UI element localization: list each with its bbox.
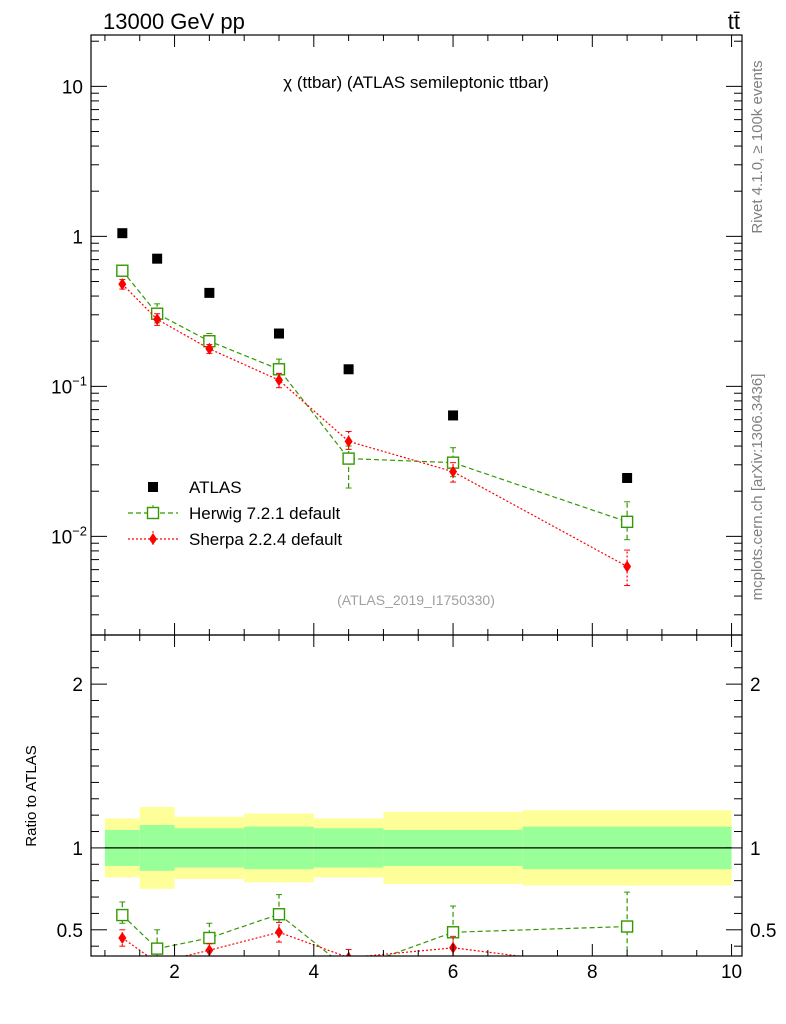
atlas-point	[117, 228, 128, 239]
energy-label: 13000 GeV pp	[103, 9, 245, 34]
ratio-herwig-point	[116, 908, 129, 922]
herwig-point	[342, 452, 355, 465]
sherpa-point	[205, 342, 214, 355]
ratio-sherpa-point	[623, 963, 631, 975]
legend-atlas-marker	[148, 482, 158, 492]
sherpa-point	[344, 435, 353, 448]
atlas-point	[204, 287, 215, 298]
y-tick-label: 1	[72, 839, 83, 860]
sherpa-line	[121, 283, 628, 567]
legend-herwig-label: Herwig 7.2.1 default	[189, 504, 340, 523]
ratio-herwig-point	[343, 964, 354, 975]
y-tick-label: 10−2	[51, 523, 87, 548]
y-tick-label: 10	[62, 77, 83, 98]
y-tick-label: 0.5	[57, 921, 83, 942]
legend-herwig-marker	[146, 506, 160, 520]
sherpa-point	[449, 465, 458, 478]
legend-sherpa-marker	[149, 533, 157, 545]
analysis-id-label: (ATLAS_2019_I1750330)	[337, 592, 495, 608]
ratio-herwig-point	[272, 908, 286, 921]
atlas-point	[343, 364, 354, 375]
y-tick-label: 2	[72, 675, 83, 696]
ratio-plot-frame	[90, 634, 743, 957]
ratio-uncertainty-bands	[104, 806, 732, 889]
y-tick-label: 1	[72, 227, 83, 248]
ratio-herwig-point	[150, 942, 164, 955]
ratio-sherpa-point	[118, 931, 127, 944]
ratio-herwig-point	[203, 931, 216, 945]
x-tick-label: 8	[587, 962, 598, 983]
sherpa-point	[153, 313, 162, 326]
x-tick-label: 10	[721, 962, 742, 983]
process-label: tt̄	[728, 9, 740, 34]
ratio-panel: 2 4 6 8 10 0.5 0.5 1 1 2 2 Ratio to ATLAS	[23, 634, 776, 983]
ratio-axis-ticks: 2 4 6 8 10 0.5 0.5 1 1 2 2	[57, 635, 776, 983]
atlas-point	[448, 410, 459, 421]
atlas-point	[152, 253, 163, 264]
sherpa-point	[118, 278, 127, 291]
chart-title: χ (ttbar) (ATLAS semileptonic ttbar)	[283, 73, 549, 92]
main-data-layer	[116, 228, 634, 587]
sherpa-point	[623, 560, 632, 573]
x-tick-label: 2	[169, 962, 180, 983]
sherpa-point	[274, 374, 283, 387]
ratio-herwig-point	[620, 920, 634, 933]
y-tick-label: 0.5	[750, 921, 776, 942]
ratio-data-layer	[116, 891, 634, 975]
ratio-herwig-line	[121, 913, 628, 956]
x-tick-label: 6	[448, 962, 459, 983]
y-tick-label: 10−1	[51, 373, 87, 398]
ratio-sherpa-line	[121, 931, 524, 956]
atlas-point	[622, 472, 633, 483]
atlas-point	[273, 328, 284, 339]
ratio-sherpa-point	[274, 926, 283, 939]
ratio-sherpa-point	[153, 957, 161, 969]
ratio-ylabel: Ratio to ATLAS	[23, 745, 40, 846]
herwig-point	[116, 264, 129, 277]
y-tick-label: 2	[750, 675, 761, 696]
x-tick-label: 4	[309, 962, 320, 983]
rivet-version-label: Rivet 4.1.0, ≥ 100k events	[749, 60, 766, 233]
y-tick-label: 1	[750, 839, 761, 860]
legend-sherpa-label: Sherpa 2.2.4 default	[189, 530, 342, 549]
legend: ATLAS Herwig 7.2.1 default Sherpa 2.2.4 de…	[128, 478, 342, 549]
main-axis-ticks: 10 1 10−1 10−2	[51, 35, 742, 635]
mcplots-reference-label: mcplots.cern.ch [arXiv:1306.3436]	[749, 374, 766, 601]
main-panel: 10 1 10−1 10−2 χ (ttbar) (ATLAS semileptoni…	[51, 34, 743, 636]
legend-atlas-label: ATLAS	[189, 478, 242, 497]
herwig-point	[620, 515, 634, 529]
